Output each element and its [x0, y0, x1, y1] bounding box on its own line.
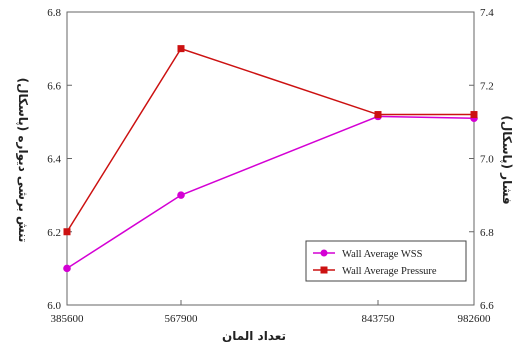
right-tick-label: 6.6: [480, 300, 494, 312]
series-line-1: [66, 47, 474, 233]
legend: Wall Average WSS Wall Average Pressure: [305, 240, 467, 282]
series-1-point: [63, 228, 71, 236]
x-axis-title: تعداد المان: [222, 329, 286, 343]
right-tick-label: 7.4: [480, 7, 494, 19]
series-layer: [63, 45, 478, 273]
series-line-0: [66, 115, 475, 270]
left-tick-label: 6.2: [47, 227, 61, 239]
series-1-point: [374, 111, 382, 119]
right-tick-label: 6.8: [480, 227, 494, 239]
left-tick-label: 6.8: [47, 7, 61, 19]
left-axis: 6.0 6.2 6.4 6.6 6.8: [47, 7, 72, 312]
right-tick-label: 7.2: [480, 80, 494, 92]
y-axis-title-right: فشار (پاسکال): [500, 115, 514, 204]
x-tick-label: 385600: [51, 313, 85, 325]
legend-wss-label: Wall Average WSS: [342, 249, 423, 260]
series-1-point: [177, 45, 185, 53]
series-0-point: [63, 264, 71, 273]
x-tick-label: 843750: [362, 313, 396, 325]
x-axis: 385600 567900 843750 982600: [51, 300, 492, 325]
left-tick-label: 6.4: [47, 154, 61, 166]
left-tick-label: 6.6: [47, 80, 61, 92]
right-tick-label: 7.0: [480, 154, 494, 166]
y-axis-title-left: تنش برشی دیواره (پاسکال): [15, 78, 30, 243]
series-1-point: [470, 111, 478, 119]
legend-pressure-marker: [320, 266, 328, 274]
series-0-point: [177, 191, 185, 199]
right-axis: 6.6 6.8 7.0 7.2 7.4: [469, 7, 494, 312]
x-tick-label: 982600: [458, 313, 492, 325]
left-tick-label: 6.0: [47, 300, 61, 312]
legend-box: [305, 240, 467, 282]
legend-pressure-label: Wall Average Pressure: [342, 266, 437, 277]
legend-wss-marker: [320, 249, 328, 257]
x-tick-label: 567900: [165, 313, 199, 325]
